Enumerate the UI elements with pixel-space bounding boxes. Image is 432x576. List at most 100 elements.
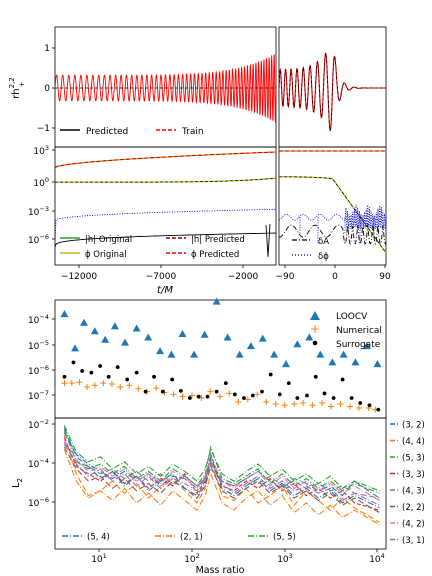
loocv-marker — [90, 327, 99, 335]
surrogate-marker — [62, 374, 67, 379]
legend-phi-original: ϕ Original — [85, 250, 127, 260]
loocv-marker — [71, 344, 80, 352]
numerical-marker — [281, 402, 288, 409]
loocv-marker — [328, 358, 337, 366]
loocv-marker — [110, 322, 119, 330]
strain-ytick: 1 — [44, 44, 50, 54]
surrogate-marker — [187, 396, 192, 400]
legend-h-original: |h| Original — [85, 235, 132, 245]
strain-ytick: −1 — [37, 124, 50, 134]
surrogate-marker — [331, 396, 336, 400]
ytick-1e3: 103 — [33, 144, 49, 157]
legend-label-predicted: Predicted — [86, 127, 128, 137]
xtick: −90 — [276, 272, 295, 282]
loocv-marker — [293, 340, 302, 348]
l2-legend-bottom: (5, 4) (2, 1) (5, 5) — [62, 533, 296, 543]
top-xlabel: t/M — [157, 285, 173, 296]
loocv-marker — [200, 330, 209, 338]
legend-mode-label: (5, 4) — [87, 533, 110, 543]
l2-xlabel: Mass ratio — [196, 565, 245, 576]
l2-lines — [63, 425, 380, 526]
surrogate-marker — [115, 365, 120, 369]
surrogate-marker — [260, 389, 264, 394]
legend-delta-a: δA — [318, 237, 329, 247]
legend-plus-marker: + — [310, 322, 320, 336]
loocv-points — [60, 297, 382, 413]
l2-series-line — [63, 449, 380, 526]
l2-series-line — [63, 427, 380, 509]
loocv-marker — [144, 333, 153, 341]
numerical-marker — [189, 392, 196, 399]
loocv-marker — [60, 310, 69, 318]
numerical-marker — [244, 396, 251, 403]
loocv-marker — [156, 347, 165, 355]
surrogate-marker — [160, 389, 165, 394]
surrogate-marker — [125, 377, 130, 382]
xtick-1e4: 104 — [369, 552, 385, 565]
loocv-marker — [212, 297, 221, 305]
loocv-marker — [281, 360, 290, 368]
surrogate-marker — [214, 389, 219, 394]
amp-phase-axes-left — [54, 146, 277, 266]
l2-series-line — [63, 446, 380, 514]
legend-numerical: Numerical — [336, 326, 382, 336]
waveform-plot-lines — [54, 52, 387, 257]
legend-surrogate: Surrogate — [336, 340, 381, 350]
loocv-marker — [101, 335, 110, 343]
svg-text:L2: L2 — [11, 478, 24, 488]
numerical-marker — [170, 391, 177, 398]
ytick-1e-4: 10−4 — [28, 313, 49, 326]
xtick-1e3: 103 — [277, 552, 293, 565]
strain-ylabel: rh2,2 + — [8, 77, 26, 98]
svg-text:rh2,2+: rh2,2 + — [8, 77, 26, 98]
xtick: 0 — [332, 272, 338, 282]
surrogate-marker — [305, 393, 309, 398]
numerical-marker — [355, 404, 362, 411]
l2-xticks: 101 102 103 104 — [91, 549, 385, 565]
numerical-marker — [68, 380, 75, 387]
ytick-1e-7: 10−7 — [28, 389, 49, 402]
loocv-marker — [121, 338, 130, 346]
ytick-1e-2: 10−2 — [28, 418, 49, 431]
l2-axes — [54, 417, 387, 550]
surrogate-marker — [277, 392, 282, 397]
inset-legend: δA δϕ — [292, 237, 329, 262]
legend-mode-label: (3, 1) — [402, 536, 425, 546]
surrogate-marker — [80, 369, 85, 373]
loocv-marker — [305, 333, 314, 341]
surrogate-marker — [98, 364, 103, 368]
legend-mode-label: (5, 3) — [402, 454, 425, 464]
loocv-marker — [362, 342, 371, 350]
legend-h-predicted: |h| Predicted — [191, 235, 245, 245]
surrogate-marker — [358, 401, 363, 405]
loocv-marker — [167, 350, 176, 358]
numerical-marker — [254, 391, 261, 398]
surrogate-marker — [313, 374, 318, 379]
numerical-marker — [179, 393, 186, 400]
l2-series-line — [63, 437, 380, 511]
loocv-marker — [316, 350, 325, 358]
ytick-1e-6: 10−6 — [28, 364, 49, 377]
ytick-1e-3: 10−3 — [28, 205, 49, 218]
legend-mode-label: (3, 3) — [402, 470, 425, 480]
numerical-marker — [319, 399, 326, 406]
surrogate-marker — [250, 393, 255, 398]
numerical-marker — [235, 398, 242, 405]
strain-legend: Predicted Train — [60, 127, 204, 137]
loocv-marker — [80, 318, 89, 326]
l2-panel: 10−2 10−4 10−6 L2 101 102 103 104 Mass r… — [11, 417, 425, 576]
numerical-marker — [291, 401, 298, 408]
legend-mode-label: (5, 5) — [273, 533, 296, 543]
surrogate-marker — [71, 360, 76, 365]
ytick-1e0: 100 — [33, 176, 49, 189]
legend-mode-label: (4, 3) — [402, 487, 425, 497]
top-xticks: −12000 −7000 −2000 −90 0 90 — [61, 265, 391, 282]
l2-series-line — [63, 444, 380, 499]
numerical-marker — [126, 382, 133, 389]
numerical-marker — [328, 403, 335, 410]
surrogate-marker — [223, 381, 228, 386]
amp-phase-axes-right — [278, 146, 387, 266]
numerical-marker — [207, 388, 214, 395]
surrogate-marker — [268, 372, 273, 377]
